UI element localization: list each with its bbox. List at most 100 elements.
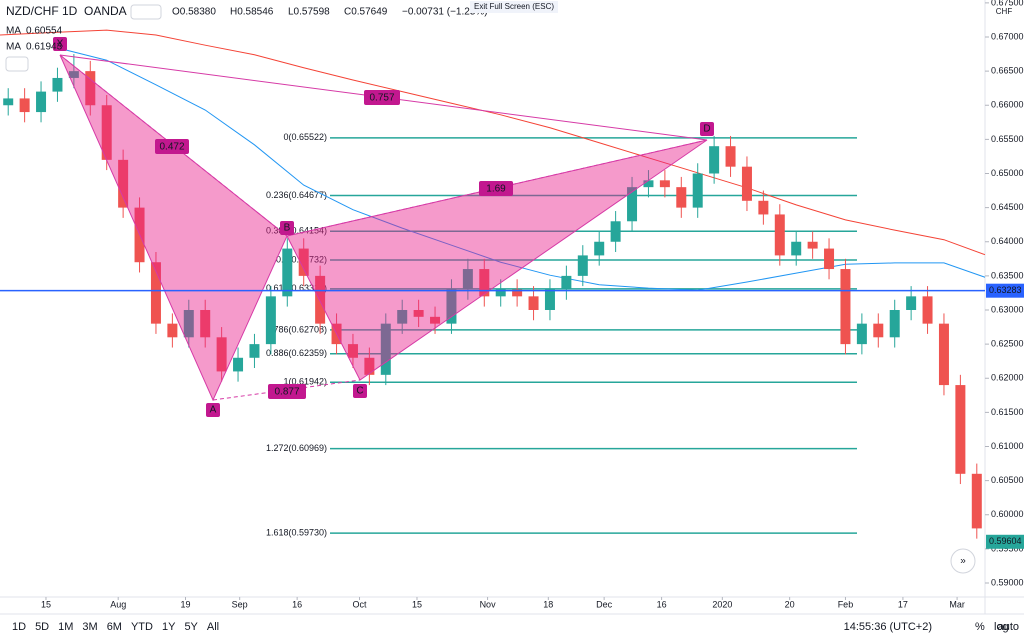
collapse-button[interactable] — [5, 56, 29, 72]
range-button[interactable]: 5D — [35, 621, 49, 633]
y-tick-label: 0.67500 — [991, 0, 1024, 7]
visibility-toggle[interactable] — [130, 4, 162, 20]
candle-body — [19, 98, 30, 113]
candle-body — [118, 159, 129, 208]
option[interactable]: % — [975, 621, 985, 633]
candle-body — [3, 98, 14, 106]
candle-body — [282, 248, 293, 297]
last-price-tag — [986, 534, 1024, 549]
candle-body — [512, 289, 523, 297]
fib-label: 0.382(0.64154) — [266, 226, 327, 236]
range-button[interactable]: 5Y — [184, 621, 198, 633]
exit-fullscreen[interactable] — [470, 1, 558, 13]
scroll-button[interactable] — [950, 548, 976, 574]
candle-body — [200, 310, 211, 338]
candle-body — [347, 344, 358, 358]
indicator-name: MA — [6, 42, 21, 53]
x-tick-label: Oct — [353, 599, 368, 609]
candle-body — [101, 105, 112, 160]
option[interactable]: auto — [998, 621, 1019, 633]
point-label: X — [57, 39, 64, 50]
scroll-icon: » — [960, 556, 966, 567]
candle-body — [774, 214, 785, 256]
y-tick-label: 0.61500 — [991, 407, 1024, 417]
candle-body — [627, 187, 638, 222]
range-button[interactable]: YTD — [131, 621, 153, 633]
x-tick-label: 17 — [898, 599, 908, 609]
y-tick-label: 0.60500 — [991, 475, 1024, 485]
fib-label: 0.236(0.64677) — [266, 190, 327, 200]
pattern-line — [59, 54, 288, 237]
harmonic-pattern: X A B C D 0.472 0.877 1.69 0.757 — [53, 37, 714, 417]
bottom-toolbar: % log auto 14:55:36 (UTC+2) 1D 5D 1M 3M 6M YT… — [12, 621, 1019, 633]
range-button[interactable]: 1Y — [162, 621, 176, 633]
candle-body — [741, 166, 752, 201]
candle-body — [430, 316, 441, 324]
candle-body — [561, 275, 572, 290]
ratio-label: 0.757 — [369, 93, 394, 104]
candle-body — [725, 146, 736, 167]
candle-body — [183, 310, 194, 338]
candle-body — [758, 200, 769, 215]
exchange: OANDA — [84, 4, 127, 18]
candle-body — [298, 248, 309, 276]
fib-label: 0.786(0.62708) — [266, 324, 327, 334]
pattern-line — [286, 139, 708, 237]
x-tick-label: 15 — [41, 599, 51, 609]
range-button[interactable]: 1M — [58, 621, 73, 633]
y-tick-label: 0.65000 — [991, 168, 1024, 178]
fib-label: 1.618(0.59730) — [266, 528, 327, 538]
ohlc-open: O0.58380 — [172, 7, 216, 18]
x-tick-label: 15 — [412, 599, 422, 609]
candle-body — [692, 173, 703, 208]
range-button[interactable]: 3M — [82, 621, 97, 633]
fib-label: 0.618(0.63310) — [266, 283, 327, 293]
candle-body — [249, 344, 260, 358]
y-tick-label: 0.59000 — [991, 577, 1024, 587]
option[interactable]: log — [994, 621, 1009, 633]
candle-body — [791, 241, 802, 256]
y-tick-label: 0.60000 — [991, 509, 1024, 519]
indicator-name: MA — [6, 26, 21, 37]
fib-label: 1.272(0.60969) — [266, 443, 327, 453]
x-tick-label: Feb — [838, 599, 854, 609]
x-tick-label: Aug — [110, 599, 126, 609]
clock: 14:55:36 (UTC+2) — [844, 621, 932, 633]
candle-body — [216, 337, 227, 372]
y-tick-label: 0.66000 — [991, 100, 1024, 110]
candle-body — [233, 357, 244, 372]
candle-body — [364, 357, 375, 375]
y-tick-label: 0.61000 — [991, 441, 1024, 451]
x-tick-label: Mar — [949, 599, 965, 609]
candle-body — [856, 323, 867, 345]
candle-body — [676, 187, 687, 208]
point-label: C — [356, 386, 363, 397]
point-label: A — [210, 405, 217, 416]
candle-body — [52, 77, 63, 92]
range-button[interactable]: All — [207, 621, 219, 633]
candle-body — [462, 269, 473, 290]
x-tick-label: 18 — [543, 599, 553, 609]
interval: 1D — [62, 4, 78, 18]
candle-body — [380, 323, 391, 375]
price-tag-label: 0.63283 — [989, 285, 1022, 295]
range-button[interactable]: 6M — [107, 621, 122, 633]
point-label: D — [703, 124, 710, 135]
y-tick-label: 0.63000 — [991, 304, 1024, 314]
candle-body — [315, 275, 326, 324]
candle-body — [922, 296, 933, 324]
plot: 0(0.65522) 0.236(0.64677) 0.382(0.64154) 0.… — [0, 29, 986, 539]
x-tick-label: 19 — [181, 599, 191, 609]
header: NZD/CHF 1D OANDA O0.58380 H0.58546 L0.57… — [5, 1, 1012, 574]
y-tick-label: 0.62000 — [991, 373, 1024, 383]
candle-body — [643, 180, 654, 188]
y-tick-label: 0.67000 — [991, 31, 1024, 41]
candle-body — [610, 221, 621, 242]
ohlc-low: L0.57598 — [288, 7, 330, 18]
candle-body — [150, 262, 161, 324]
range-button[interactable]: 1D — [12, 621, 26, 633]
point-label: B — [284, 223, 291, 234]
symbol: NZD/CHF — [6, 4, 59, 18]
x-tick-label: 16 — [657, 599, 667, 609]
